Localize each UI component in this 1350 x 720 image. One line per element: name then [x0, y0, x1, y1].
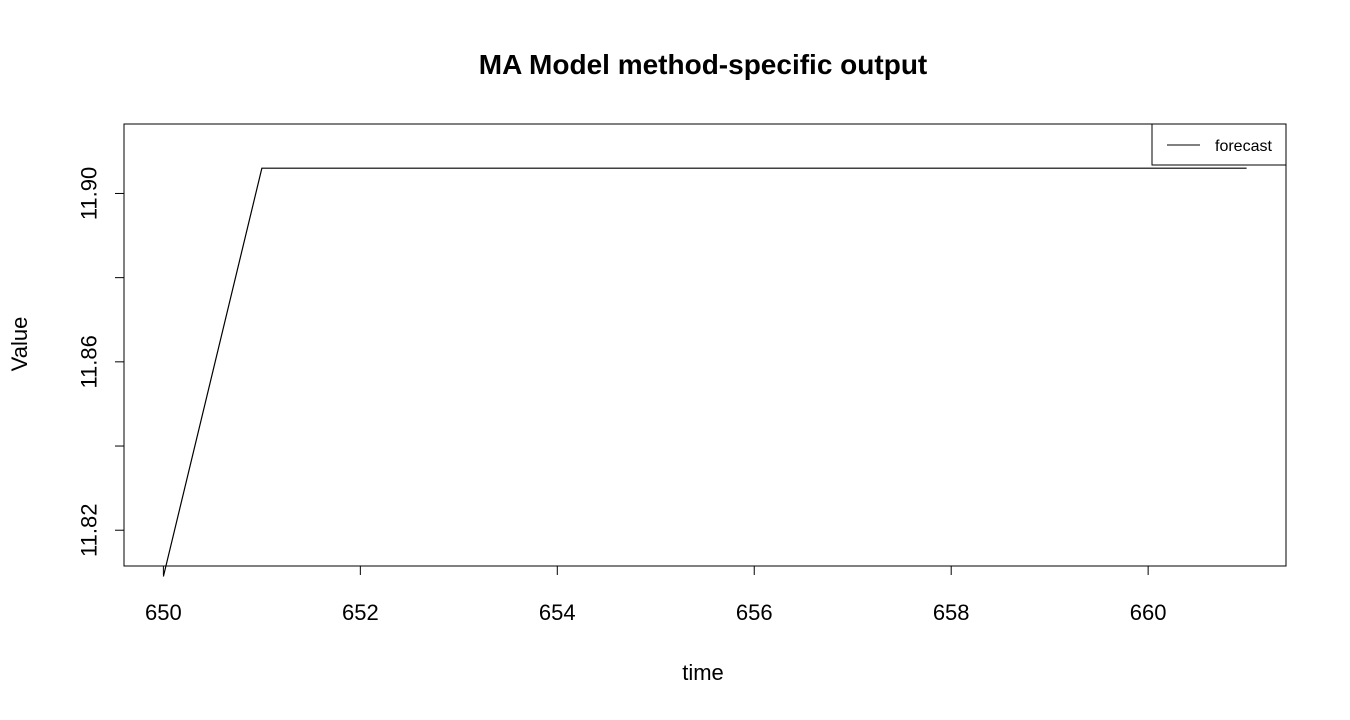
legend: forecast	[1151, 123, 1287, 166]
chart-title: MA Model method-specific output	[479, 49, 928, 80]
x-tick-label: 650	[145, 600, 182, 625]
x-axis: 650 652 654 656 658 660	[145, 565, 1167, 625]
x-tick-label: 656	[736, 600, 773, 625]
y-axis: 11.82 11.86 11.90	[77, 167, 125, 557]
y-axis-label: Value	[7, 317, 32, 372]
y-tick-label: 11.82	[77, 504, 102, 557]
legend-label-forecast: forecast	[1215, 138, 1272, 155]
series-layer	[162, 167, 1247, 577]
y-tick-label: 11.90	[77, 167, 102, 220]
x-axis-label: time	[682, 660, 724, 685]
series-line-forecast	[162, 167, 1247, 577]
y-tick-label: 11.86	[77, 335, 102, 388]
x-tick-label: 660	[1130, 600, 1167, 625]
x-tick-label: 652	[342, 600, 379, 625]
plot-frame	[123, 123, 1287, 567]
x-tick-label: 654	[539, 600, 576, 625]
x-tick-label: 658	[933, 600, 970, 625]
